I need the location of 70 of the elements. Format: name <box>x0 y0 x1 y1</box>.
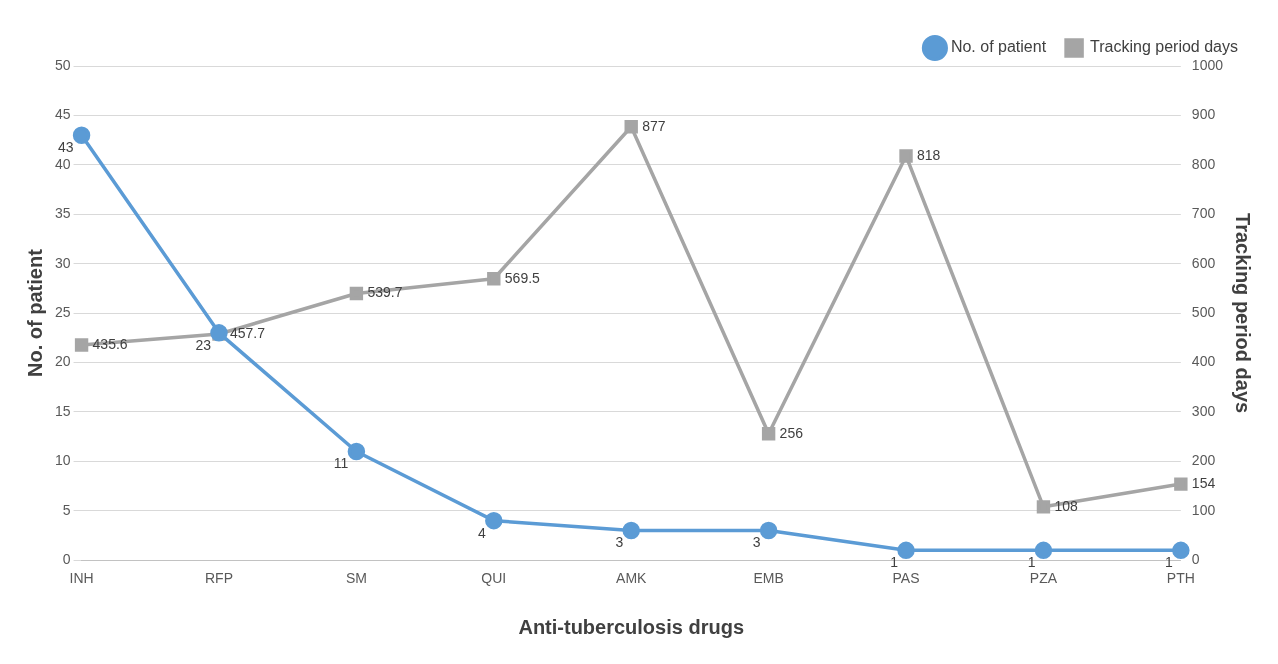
y2-tick-label: 800 <box>1191 155 1216 172</box>
data-label: 3 <box>752 534 761 551</box>
point <box>761 426 776 441</box>
y2-tick-label: 1000 <box>1191 56 1224 73</box>
legend-label: No. of patient <box>950 38 1047 56</box>
y-tick-label: 40 <box>54 155 71 172</box>
x-tick-label: EMB <box>753 570 784 587</box>
data-label: 1 <box>890 554 899 571</box>
point <box>759 521 778 540</box>
y-tick-label: 10 <box>54 452 71 469</box>
data-label: 457.7 <box>229 324 266 341</box>
data-label: 1 <box>1165 554 1174 571</box>
data-label: 11 <box>333 455 349 472</box>
data-label: 43 <box>57 139 74 156</box>
point <box>1034 541 1053 560</box>
point <box>349 286 364 301</box>
x-tick-label: QUI <box>481 570 507 587</box>
data-label: 256 <box>779 424 804 441</box>
x-tick-label: PZA <box>1029 570 1058 587</box>
y-tick-label: 20 <box>54 353 71 370</box>
y2-tick-label: 500 <box>1191 303 1216 320</box>
data-label: 818 <box>917 146 941 163</box>
y2-tick-label: 400 <box>1191 353 1216 370</box>
point <box>1174 477 1188 491</box>
y-tick-label: 50 <box>54 56 71 73</box>
point <box>897 541 915 560</box>
data-label: 1 <box>1027 554 1036 571</box>
point <box>485 511 503 530</box>
y2-axis-title: Tracking period days <box>1232 213 1255 414</box>
point <box>624 120 638 134</box>
point <box>622 521 640 540</box>
y-tick-label: 35 <box>54 205 71 222</box>
x-axis-title: Anti-tuberculosis drugs <box>518 615 744 638</box>
data-label: 108 <box>1054 497 1079 514</box>
point <box>899 149 913 163</box>
data-label: 435.6 <box>92 335 128 352</box>
data-label: 539.7 <box>367 284 403 301</box>
point <box>74 338 89 352</box>
y-tick-label: 15 <box>54 402 71 419</box>
point <box>487 272 501 286</box>
y-tick-label: 45 <box>54 106 71 123</box>
point <box>347 442 366 461</box>
data-label: 4 <box>478 524 487 541</box>
y2-tick-label: 0 <box>1191 551 1200 568</box>
y-axis-title: No. of patient <box>23 248 46 377</box>
y-tick-label: 30 <box>54 254 71 271</box>
y-tick-label: 0 <box>62 551 71 568</box>
y2-tick-label: 100 <box>1191 501 1216 518</box>
data-label: 23 <box>195 336 212 353</box>
x-tick-label: RFP <box>204 570 233 587</box>
y-tick-label: 25 <box>54 303 71 320</box>
data-label: 3 <box>615 534 624 551</box>
x-tick-label: PAS <box>892 570 920 587</box>
point <box>1172 541 1190 560</box>
x-tick-label: INH <box>69 570 94 587</box>
x-tick-label: SM <box>345 570 367 587</box>
data-label: 569.5 <box>504 269 541 286</box>
point <box>1036 500 1051 514</box>
y-tick-label: 5 <box>62 501 71 518</box>
data-label: 154 <box>1191 474 1216 491</box>
y2-tick-label: 900 <box>1191 106 1216 123</box>
data-label: 877 <box>642 117 666 134</box>
y2-tick-label: 700 <box>1191 205 1216 222</box>
x-tick-label: AMK <box>616 570 648 587</box>
y2-tick-label: 200 <box>1191 452 1216 469</box>
x-tick-label: PTH <box>1166 570 1195 587</box>
y2-tick-label: 600 <box>1191 254 1216 271</box>
point <box>72 126 91 144</box>
legend-label: Tracking period days <box>1090 38 1238 56</box>
y2-tick-label: 300 <box>1191 402 1216 419</box>
